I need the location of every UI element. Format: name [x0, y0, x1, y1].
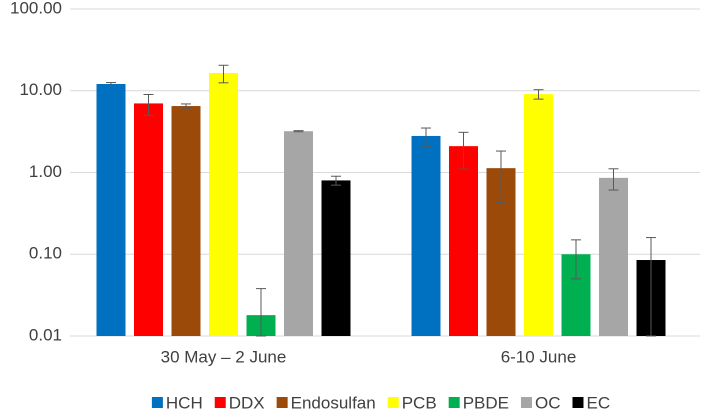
y-tick-label: 100.00 [10, 0, 62, 17]
legend-label: OC [535, 393, 561, 412]
bar [209, 72, 238, 336]
legend-label: PBDE [463, 393, 509, 412]
bar [524, 94, 553, 337]
y-tick-label: 0.10 [29, 244, 62, 263]
x-tick-label: 6-10 June [501, 347, 577, 366]
legend-swatch [572, 397, 584, 408]
legend-label: EC [586, 393, 610, 412]
legend-swatch [520, 397, 532, 408]
legend-label: Endosulfan [291, 393, 376, 412]
legend-label: HCH [166, 393, 203, 412]
legend-swatch [214, 397, 226, 408]
y-tick-label: 1.00 [29, 162, 62, 181]
legend-swatch [448, 397, 460, 408]
legend-swatch [387, 397, 399, 408]
bar [321, 180, 351, 336]
bar [411, 135, 441, 336]
legend-label: PCB [402, 393, 437, 412]
legend-label: DDX [229, 393, 265, 412]
y-tick-label: 0.01 [29, 325, 62, 344]
x-tick-label: 30 May – 2 June [161, 347, 287, 366]
bar [449, 146, 478, 336]
bar [599, 177, 628, 336]
bar [171, 106, 201, 336]
legend-swatch [276, 397, 288, 408]
bar [134, 103, 163, 336]
y-tick-label: 10.00 [19, 80, 62, 99]
bar [284, 131, 313, 336]
legend-swatch [151, 397, 163, 408]
bar [96, 83, 126, 336]
